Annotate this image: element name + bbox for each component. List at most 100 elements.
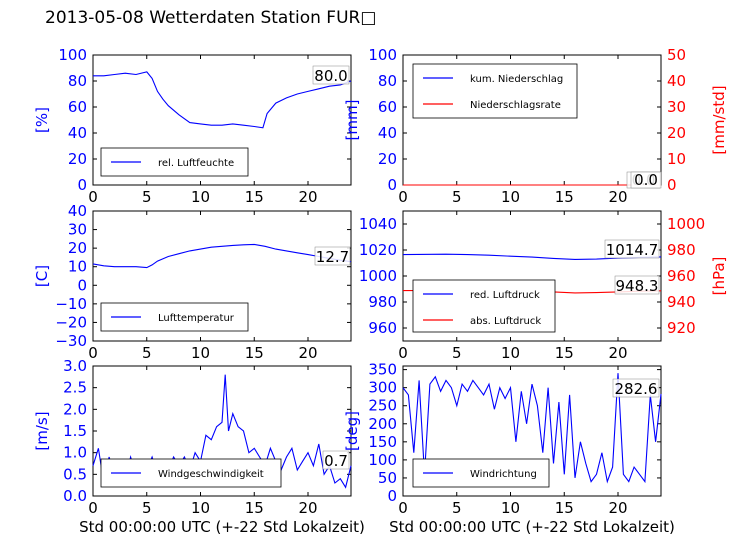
y-tick-label: 30 <box>68 221 87 239</box>
x-tick-label: 0 <box>88 499 98 517</box>
x-tick-label: 15 <box>245 344 264 362</box>
y-tick-label: 20 <box>68 150 87 168</box>
x-tick-label: 10 <box>191 344 210 362</box>
legend: Lufttemperatur <box>100 302 249 332</box>
chart-panel-windspeed: 0 5 10 15 20 0.0 0.5 1.0 1.5 2.0 2.5 3.0 [m/s] Std 00… <box>33 357 365 536</box>
value-annotation-box <box>314 246 351 266</box>
x-axis-label: Std 00:00:00 UTC (+-22 Std Lokalzeit) <box>389 518 675 536</box>
x-tick-label: 20 <box>608 188 627 206</box>
y-tick-label: 0 <box>387 487 397 505</box>
legend: kum. Niederschlag Niederschlagsrate <box>412 63 578 119</box>
y-right-tick-label: 10 <box>667 150 686 168</box>
y-tick-label: 980 <box>368 293 397 311</box>
y-tick-label: 100 <box>58 46 87 64</box>
x-tick-label: 10 <box>501 344 520 362</box>
legend-label: red. Luftdruck <box>470 290 540 301</box>
y-tick-label: 0.5 <box>63 465 87 483</box>
x-tick-label: 15 <box>245 188 264 206</box>
chart-panel-temperature: 0 5 10 15 20−30−20−10010203040[C]Lufttempera… <box>33 202 352 362</box>
y-tick-label: 40 <box>378 124 397 142</box>
y-axis-label-right: [mm/std] <box>710 85 728 154</box>
y-tick-label: 200 <box>368 415 397 433</box>
y-tick-label: 0 <box>77 276 87 294</box>
y-axis-label: [deg] <box>343 411 361 451</box>
legend-label: Windgeschwindigkeit <box>158 469 264 480</box>
x-tick-label: 20 <box>298 188 317 206</box>
x-tick-label: 20 <box>608 499 627 517</box>
x-tick-label: 5 <box>452 344 462 362</box>
y-axis-label: [m/s] <box>33 411 51 450</box>
y-tick-label: 2.5 <box>63 379 87 397</box>
y-axis-label: [mm] <box>343 100 361 141</box>
y-tick-label: 1000 <box>359 267 397 285</box>
y-tick-label: 40 <box>68 124 87 142</box>
legend: Windrichtung <box>412 458 550 488</box>
y-tick-label: 50 <box>378 469 397 487</box>
value-annotation: 948.3 <box>616 277 659 295</box>
y-axis-label-right: [hPa] <box>710 257 728 296</box>
x-tick-label: 5 <box>142 499 152 517</box>
y-axis-label: [C] <box>33 265 51 287</box>
x-axis-label: Std 00:00:00 UTC (+-22 Std Lokalzeit) <box>79 518 365 536</box>
y-tick-label: 20 <box>68 239 87 257</box>
x-tick-label: 15 <box>245 499 264 517</box>
x-tick-label: 0 <box>88 188 98 206</box>
y-tick-label: 100 <box>368 46 397 64</box>
x-tick-label: 5 <box>452 499 462 517</box>
x-tick-label: 0 <box>398 499 408 517</box>
value-annotation-box <box>612 378 660 398</box>
y-tick-label: 20 <box>378 150 397 168</box>
y-tick-label: 350 <box>368 361 397 379</box>
x-tick-label: 5 <box>452 188 462 206</box>
y-tick-label: 40 <box>68 202 87 220</box>
value-annotation: 1014.7 <box>606 241 659 259</box>
y-tick-label: 960 <box>368 319 397 337</box>
chart-panel-pressure: 0 5 10 15 20 960 980 1000 1020 1040 920 940 960 980 10… <box>359 210 728 362</box>
chart-panel-precipitation: 0 5 10 15 20 0 20 40 60 80 100 0 10 20 30 40 50 [mm] [mm/s… <box>343 46 728 206</box>
y-right-tick-label: 980 <box>667 241 696 259</box>
y-right-tick-label: 940 <box>667 293 696 311</box>
y-right-tick-label: 920 <box>667 319 696 337</box>
y-right-tick-label: 50 <box>667 46 686 64</box>
legend-label: Windrichtung <box>470 469 537 480</box>
y-right-tick-label: 0 <box>667 176 677 194</box>
x-tick-label: 0 <box>398 188 408 206</box>
legend: Windgeschwindigkeit <box>100 458 282 488</box>
value-annotation-box <box>322 450 350 470</box>
x-tick-label: 10 <box>501 499 520 517</box>
x-tick-label: 15 <box>555 188 574 206</box>
legend-label: rel. Luftfeuchte <box>158 158 234 169</box>
y-tick-label: 1.5 <box>63 422 87 440</box>
legend-box <box>412 63 578 119</box>
value-annotation: 12.7 <box>316 248 349 266</box>
y-tick-label: 250 <box>368 397 397 415</box>
page-title: 2013-05-08 Wetterdaten Station FUR□ <box>45 8 377 28</box>
y-tick-label: 1.0 <box>63 444 87 462</box>
y-right-tick-label: 30 <box>667 98 686 116</box>
x-tick-label: 20 <box>608 344 627 362</box>
value-annotation: 282.6 <box>615 380 658 398</box>
value-annotation-box <box>312 65 350 85</box>
x-tick-label: 15 <box>555 499 574 517</box>
legend: rel. Luftfeuchte <box>100 147 249 177</box>
y-axis-label: [%] <box>33 107 51 133</box>
y-tick-label: 60 <box>68 98 87 116</box>
y-tick-label: 100 <box>368 451 397 469</box>
y-tick-label: 0 <box>77 176 87 194</box>
legend-label: Niederschlagsrate <box>470 100 561 111</box>
x-tick-label: 10 <box>501 188 520 206</box>
value-annotation: 80.0 <box>314 67 347 85</box>
x-tick-label: 5 <box>142 344 152 362</box>
x-tick-label: 20 <box>298 344 317 362</box>
series-line-temperature-0 <box>92 243 352 269</box>
value-annotation-box <box>614 275 660 295</box>
value-annotation: 0.0 <box>634 171 658 189</box>
value-annotation: 0.7 <box>324 452 348 470</box>
y-right-tick-label: 20 <box>667 124 686 142</box>
y-tick-label: 1040 <box>359 215 397 233</box>
y-right-tick-label: 1000 <box>667 215 705 233</box>
y-tick-label: 150 <box>368 433 397 451</box>
y-tick-label: −20 <box>55 313 87 331</box>
